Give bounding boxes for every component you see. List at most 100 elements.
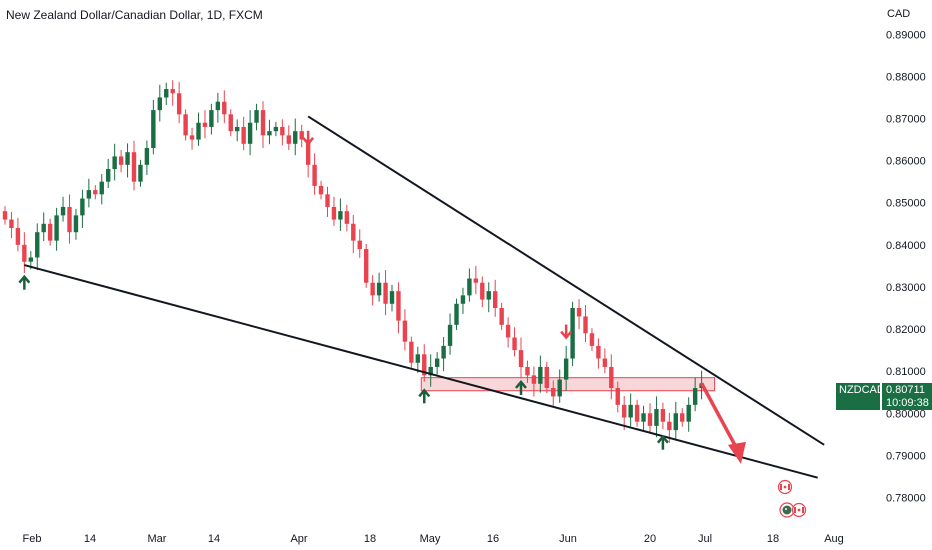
candle-body [499,308,504,325]
time-tick-label: 18 [364,533,376,545]
candle-body [125,152,130,165]
candle-body [654,409,659,426]
candle-body [2,211,8,220]
candle-body [622,404,627,418]
price-tick-label: 0.78000 [886,492,926,504]
candle-body [370,282,375,296]
canada-flag-event-icon[interactable] [777,479,793,495]
candle-body [241,126,246,144]
candle-body [344,211,350,224]
time-tick-label: Jul [698,533,712,545]
candle-body [99,181,104,195]
candle-body [202,122,208,127]
candle-body [28,257,33,262]
time-tick-label: 20 [644,533,656,545]
projection-arrow-shaft [700,382,739,450]
candle-body [576,308,582,317]
candle-body [428,366,433,376]
candle-body [589,333,595,346]
candle-body [409,341,414,363]
candle-body [112,156,117,170]
candle-body [138,164,143,182]
candle-body [525,366,530,376]
candle-body [357,240,362,250]
pivot-up-arrow-head [418,388,431,398]
last-price-value: 0.80711 [886,384,925,396]
candle-body [144,148,150,165]
candle-body [325,194,330,207]
candle-body [176,93,182,115]
candle-body [170,89,175,94]
candle-body [228,114,233,132]
candle-body [280,126,285,136]
candle-body [273,126,279,132]
economic-events[interactable] [777,479,807,518]
candle-body [267,131,272,136]
price-tick-label: 0.79000 [886,450,926,462]
candle-body [151,110,156,148]
candle-body [73,215,79,233]
candle-body [609,366,614,388]
candle-body [54,215,59,241]
price-tick-label: 0.84000 [886,240,926,252]
candle-body [531,375,537,384]
pivot-down-arrow-head [560,330,573,340]
candle-body [686,404,691,422]
new-zealand-flag-event-icon[interactable] [779,502,795,518]
time-tick-label: 16 [487,533,499,545]
candle-body [505,324,511,338]
candle-body [293,131,298,144]
candle-body [131,152,137,182]
candle-body [331,206,337,220]
candle-body [118,156,124,165]
candle-body [157,97,162,111]
candle-body [544,366,549,388]
candle-body [660,409,666,422]
time-tick-label: May [420,533,441,545]
candle-body [634,404,640,422]
candle-body [254,110,259,123]
price-tick-label: 0.87000 [886,114,926,126]
candle-body [667,421,672,431]
candle-body [312,164,317,186]
currency-label: CAD [887,8,911,20]
candle-body [209,110,214,127]
candle-body [305,139,311,165]
candle-body [680,413,685,422]
price-tick-label: 0.80000 [886,408,926,420]
pivot-up-arrow-head [515,379,527,389]
candle-body [247,122,253,144]
candle-body [454,303,459,325]
candle-body [396,291,401,321]
candle-body [376,282,382,296]
price-tick-label: 0.85000 [886,198,926,210]
candle-body [480,282,485,300]
time-axis[interactable]: Feb 14 Mar 14 Apr 18 May 16 Jun 20 Jul 18 Aug [23,533,844,545]
canada-flag-event-icon-2[interactable] [791,502,807,518]
trendline-upper [307,115,825,446]
candle-body [196,122,201,140]
candle-body [222,101,227,115]
candle-body [570,308,575,359]
candle-body [551,388,556,397]
time-tick-label: Feb [23,533,42,545]
candle-body [183,114,188,136]
candles-layer [2,80,704,443]
price-tick-label: 0.88000 [886,71,926,83]
time-tick-label: Mar [148,533,167,545]
pivot-arrows-layer [18,130,669,450]
candle-body [318,185,324,195]
candle-body [106,169,111,182]
candle-body [628,404,633,418]
candle-body [518,350,524,367]
candle-body [692,388,698,405]
price-axis[interactable]: 0.89000 0.88000 0.87000 0.86000 0.85000 0.840… [886,29,926,504]
price-tick-label: 0.86000 [886,156,926,168]
time-tick-label: Aug [824,533,844,545]
candle-body [563,358,569,380]
candle-body [641,413,646,422]
candle-body [164,89,169,98]
candle-body [35,232,40,258]
candle-body [602,358,608,367]
